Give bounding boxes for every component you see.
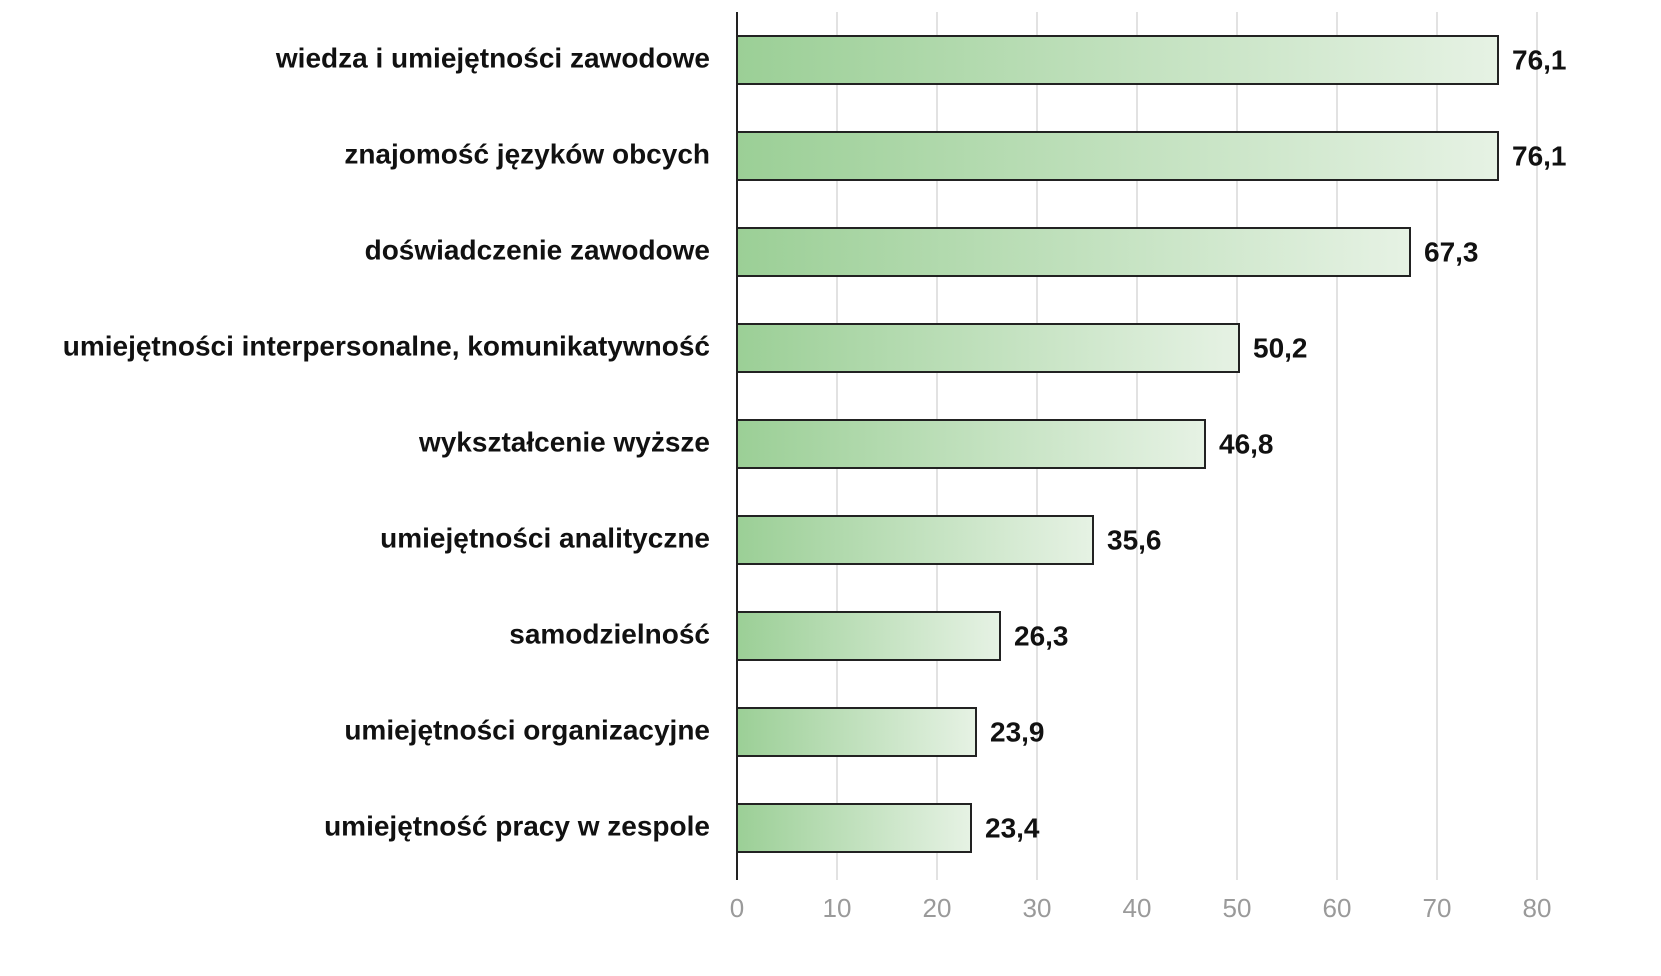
x-tick-label: 60 (1323, 893, 1352, 923)
value-label: 23,9 (990, 716, 1045, 747)
category-label: doświadczenie zawodowe (365, 234, 710, 265)
bar (736, 515, 1094, 565)
category-label: znajomość języków obcych (344, 138, 710, 169)
bar (736, 611, 1001, 661)
bar (736, 131, 1499, 181)
x-tick-label: 0 (730, 893, 744, 923)
value-label: 50,2 (1253, 332, 1308, 363)
value-label: 23,4 (985, 812, 1040, 843)
x-tick-label: 20 (923, 893, 952, 923)
category-label: wykształcenie wyższe (418, 426, 710, 457)
bar (736, 227, 1411, 277)
x-tick-label: 70 (1423, 893, 1452, 923)
bar (736, 707, 977, 757)
bar (736, 35, 1499, 85)
value-label: 76,1 (1512, 140, 1567, 171)
x-tick-label: 10 (823, 893, 852, 923)
value-label: 46,8 (1219, 428, 1274, 459)
value-label: 35,6 (1107, 524, 1162, 555)
x-tick-label: 80 (1523, 893, 1552, 923)
bar (736, 419, 1206, 469)
value-label: 67,3 (1424, 236, 1479, 267)
value-label: 26,3 (1014, 620, 1069, 651)
bar (736, 803, 972, 853)
x-tick-label: 40 (1123, 893, 1152, 923)
category-label: umiejętności interpersonalne, komunikaty… (63, 330, 710, 361)
category-label: umiejętności analityczne (380, 522, 710, 553)
category-label: umiejętności organizacyjne (344, 714, 710, 745)
category-label: samodzielność (509, 618, 710, 649)
bar (736, 323, 1240, 373)
x-tick-label: 50 (1223, 893, 1252, 923)
category-label: wiedza i umiejętności zawodowe (275, 42, 710, 73)
category-label: umiejętność pracy w zespole (324, 810, 710, 841)
x-tick-label: 30 (1023, 893, 1052, 923)
value-label: 76,1 (1512, 44, 1567, 75)
